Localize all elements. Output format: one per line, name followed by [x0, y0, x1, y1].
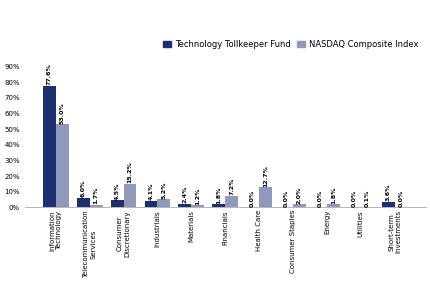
Text: 0.0%: 0.0%	[250, 190, 255, 207]
Bar	[157, 199, 170, 207]
Bar	[259, 188, 272, 207]
Bar	[77, 198, 90, 207]
Bar	[382, 202, 395, 207]
Text: 4.5%: 4.5%	[115, 182, 120, 200]
Text: 3.6%: 3.6%	[386, 184, 391, 201]
Text: 7.2%: 7.2%	[229, 178, 234, 195]
Text: 1.2%: 1.2%	[195, 187, 200, 205]
Bar	[178, 204, 191, 207]
Text: 53.0%: 53.0%	[60, 102, 64, 124]
Bar	[43, 86, 56, 207]
Text: 2.0%: 2.0%	[297, 186, 302, 204]
Bar	[123, 184, 136, 207]
Bar	[111, 200, 123, 207]
Text: 12.7%: 12.7%	[263, 165, 268, 187]
Text: 0.0%: 0.0%	[318, 190, 323, 207]
Text: 4.1%: 4.1%	[148, 183, 154, 200]
Text: 2.4%: 2.4%	[182, 186, 187, 203]
Text: 5.2%: 5.2%	[161, 181, 166, 199]
Text: 1.7%: 1.7%	[94, 186, 98, 204]
Bar	[293, 204, 306, 207]
Bar	[212, 204, 225, 207]
Text: 1.8%: 1.8%	[216, 186, 221, 204]
Legend: Technology Tollkeeper Fund, NASDAQ Composite Index: Technology Tollkeeper Fund, NASDAQ Compo…	[160, 36, 422, 52]
Text: 6.0%: 6.0%	[81, 180, 86, 197]
Text: 77.6%: 77.6%	[47, 63, 52, 85]
Bar	[90, 205, 102, 207]
Bar	[225, 196, 238, 207]
Text: 0.0%: 0.0%	[399, 190, 404, 207]
Text: 15.2%: 15.2%	[128, 161, 132, 183]
Bar	[144, 201, 157, 207]
Bar	[327, 204, 340, 207]
Text: 1.8%: 1.8%	[331, 186, 336, 204]
Text: 0.0%: 0.0%	[284, 190, 289, 207]
Text: 0.1%: 0.1%	[365, 189, 370, 206]
Bar	[191, 205, 204, 207]
Bar	[56, 124, 69, 207]
Text: 0.0%: 0.0%	[352, 190, 357, 207]
